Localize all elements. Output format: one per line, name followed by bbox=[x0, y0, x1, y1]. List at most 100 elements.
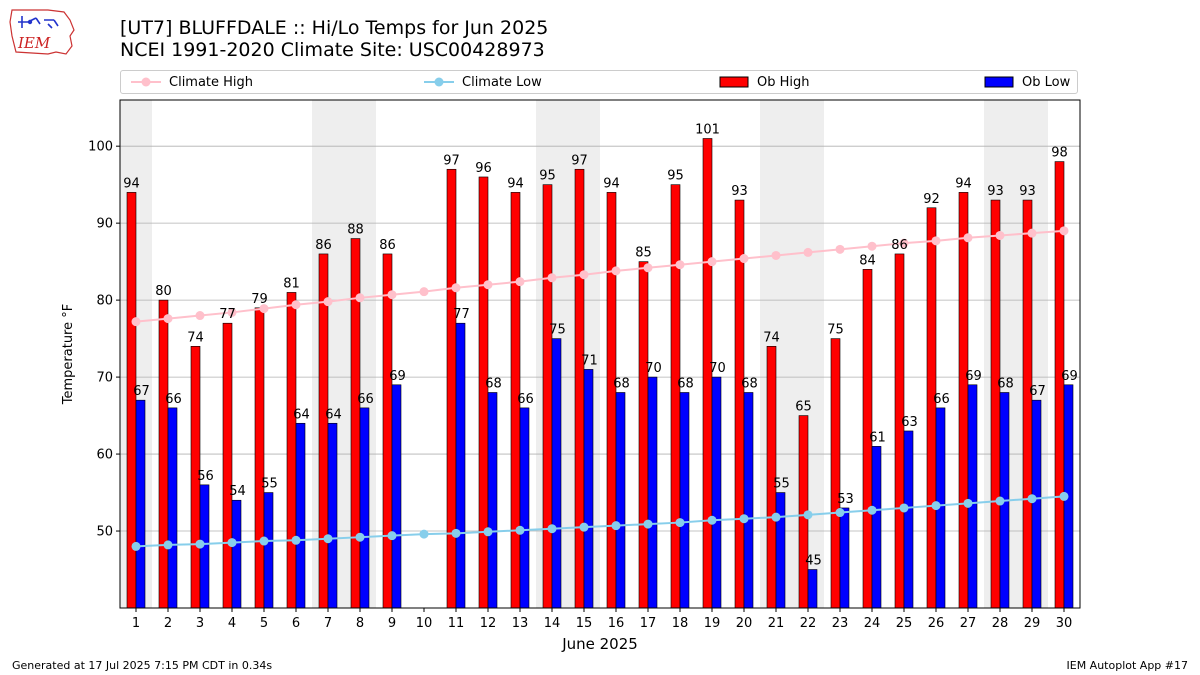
label-ob-high-day-11: 97 bbox=[443, 153, 460, 168]
label-ob-high-day-22: 65 bbox=[795, 400, 812, 415]
point-climate-high-day-2 bbox=[163, 314, 173, 324]
label-ob-low-day-21: 55 bbox=[773, 477, 790, 492]
label-ob-low-day-2: 66 bbox=[165, 392, 182, 407]
legend-label-ob-low: Ob Low bbox=[1022, 74, 1071, 90]
point-climate-high-day-25 bbox=[899, 238, 909, 248]
bar-ob-high-day-14 bbox=[542, 184, 553, 609]
point-climate-low-day-7 bbox=[323, 534, 333, 544]
label-ob-high-day-6: 81 bbox=[283, 276, 300, 291]
x-tick-label-8: 8 bbox=[356, 616, 364, 631]
bar-ob-low-day-17 bbox=[647, 376, 658, 609]
point-climate-high-day-15 bbox=[579, 270, 589, 280]
label-ob-low-day-18: 68 bbox=[677, 376, 694, 391]
chart-subtitle: NCEI 1991-2020 Climate Site: USC00428973 bbox=[120, 39, 545, 61]
point-climate-high-day-29 bbox=[1027, 228, 1037, 238]
plot-frame bbox=[119, 99, 1081, 609]
x-tick-label-27: 27 bbox=[960, 616, 977, 631]
bar-ob-high-day-6 bbox=[286, 292, 297, 609]
x-tick-label-4: 4 bbox=[228, 616, 236, 631]
label-ob-high-day-4: 77 bbox=[219, 307, 236, 322]
bar-ob-high-day-7 bbox=[318, 253, 329, 609]
label-ob-low-day-5: 55 bbox=[261, 477, 278, 492]
point-climate-low-day-21 bbox=[771, 512, 781, 522]
bar-ob-high-day-27 bbox=[958, 192, 969, 609]
point-climate-low-day-12 bbox=[483, 527, 493, 537]
label-ob-high-day-7: 86 bbox=[315, 238, 332, 253]
y-tick-label-100: 100 bbox=[88, 140, 113, 155]
label-ob-high-day-14: 95 bbox=[539, 169, 556, 184]
bar-ob-high-day-9 bbox=[382, 253, 393, 609]
x-tick-label-16: 16 bbox=[608, 616, 625, 631]
x-tick-label-3: 3 bbox=[196, 616, 204, 631]
bar-ob-low-day-8 bbox=[359, 407, 370, 609]
line-climate-high bbox=[135, 229, 1065, 323]
bar-ob-low-day-19 bbox=[711, 376, 722, 609]
x-tick-label-18: 18 bbox=[672, 616, 689, 631]
label-ob-low-day-1: 67 bbox=[133, 384, 150, 399]
label-ob-low-day-9: 69 bbox=[389, 369, 406, 384]
label-ob-high-day-17: 85 bbox=[635, 246, 652, 261]
bar-ob-high-day-5 bbox=[254, 307, 265, 609]
x-tick-label-23: 23 bbox=[832, 616, 849, 631]
y-tick-label-60: 60 bbox=[96, 448, 113, 463]
generated-timestamp: Generated at 17 Jul 2025 7:15 PM CDT in … bbox=[12, 659, 273, 672]
point-climate-high-day-3 bbox=[195, 311, 205, 321]
bar-ob-low-day-27 bbox=[967, 384, 978, 609]
y-axis-label: Temperature °F bbox=[61, 304, 76, 405]
label-ob-high-day-26: 92 bbox=[923, 192, 940, 207]
point-climate-low-day-5 bbox=[259, 536, 269, 546]
x-tick-label-11: 11 bbox=[448, 616, 465, 631]
label-ob-low-day-7: 64 bbox=[325, 407, 342, 422]
bar-ob-high-day-28 bbox=[990, 199, 1001, 609]
label-ob-low-day-17: 70 bbox=[645, 361, 662, 376]
label-ob-high-day-18: 95 bbox=[667, 169, 684, 184]
bar-ob-low-day-11 bbox=[455, 322, 466, 609]
point-climate-low-day-18 bbox=[675, 518, 685, 528]
point-climate-high-day-20 bbox=[739, 254, 749, 264]
point-climate-low-day-15 bbox=[579, 522, 589, 532]
point-climate-high-day-11 bbox=[451, 283, 461, 293]
bar-ob-high-day-29 bbox=[1022, 199, 1033, 609]
label-ob-low-day-15: 71 bbox=[581, 353, 598, 368]
label-ob-low-day-11: 77 bbox=[453, 307, 470, 322]
point-climate-low-day-19 bbox=[707, 515, 717, 525]
x-tick-label-30: 30 bbox=[1056, 616, 1073, 631]
bar-ob-low-day-4 bbox=[231, 499, 242, 609]
point-climate-high-day-4 bbox=[227, 307, 237, 317]
y-tick-label-70: 70 bbox=[96, 371, 113, 386]
bar-ob-low-day-16 bbox=[615, 392, 626, 609]
label-ob-high-day-16: 94 bbox=[603, 176, 620, 191]
point-climate-low-day-6 bbox=[291, 535, 301, 545]
bar-ob-low-day-21 bbox=[775, 492, 786, 609]
label-ob-high-day-25: 86 bbox=[891, 238, 908, 253]
point-climate-high-day-24 bbox=[867, 241, 877, 251]
label-ob-high-day-3: 74 bbox=[187, 330, 204, 345]
x-tick-label-26: 26 bbox=[928, 616, 945, 631]
label-ob-low-day-4: 54 bbox=[229, 484, 246, 499]
x-tick-label-29: 29 bbox=[1024, 616, 1041, 631]
bar-ob-high-day-23 bbox=[830, 338, 841, 609]
label-ob-high-day-9: 86 bbox=[379, 238, 396, 253]
label-ob-high-day-24: 84 bbox=[859, 253, 876, 268]
label-ob-low-day-25: 63 bbox=[901, 415, 918, 430]
label-ob-high-day-13: 94 bbox=[507, 176, 524, 191]
point-climate-low-day-28 bbox=[995, 496, 1005, 506]
bar-ob-low-day-20 bbox=[743, 392, 754, 609]
x-tick-label-2: 2 bbox=[164, 616, 172, 631]
app-credit: IEM Autoplot App #17 bbox=[1066, 659, 1189, 672]
legend-ob-low-swatch bbox=[984, 76, 1014, 88]
bar-ob-low-day-15 bbox=[583, 369, 594, 609]
legend-item-ob-high: Ob High bbox=[719, 71, 810, 93]
label-ob-low-day-22: 45 bbox=[805, 554, 822, 569]
bar-ob-low-day-12 bbox=[487, 392, 498, 609]
legend-label-climate-high: Climate High bbox=[169, 74, 254, 90]
point-climate-low-day-23 bbox=[835, 508, 845, 518]
point-climate-high-day-17 bbox=[643, 263, 653, 273]
label-ob-high-day-12: 96 bbox=[475, 161, 492, 176]
point-climate-low-day-11 bbox=[451, 528, 461, 538]
iem-logo: IEM bbox=[9, 9, 75, 55]
x-tick-label-6: 6 bbox=[292, 616, 300, 631]
y-tick-label-50: 50 bbox=[96, 525, 113, 540]
label-ob-high-day-15: 97 bbox=[571, 153, 588, 168]
label-ob-low-day-20: 68 bbox=[741, 376, 758, 391]
